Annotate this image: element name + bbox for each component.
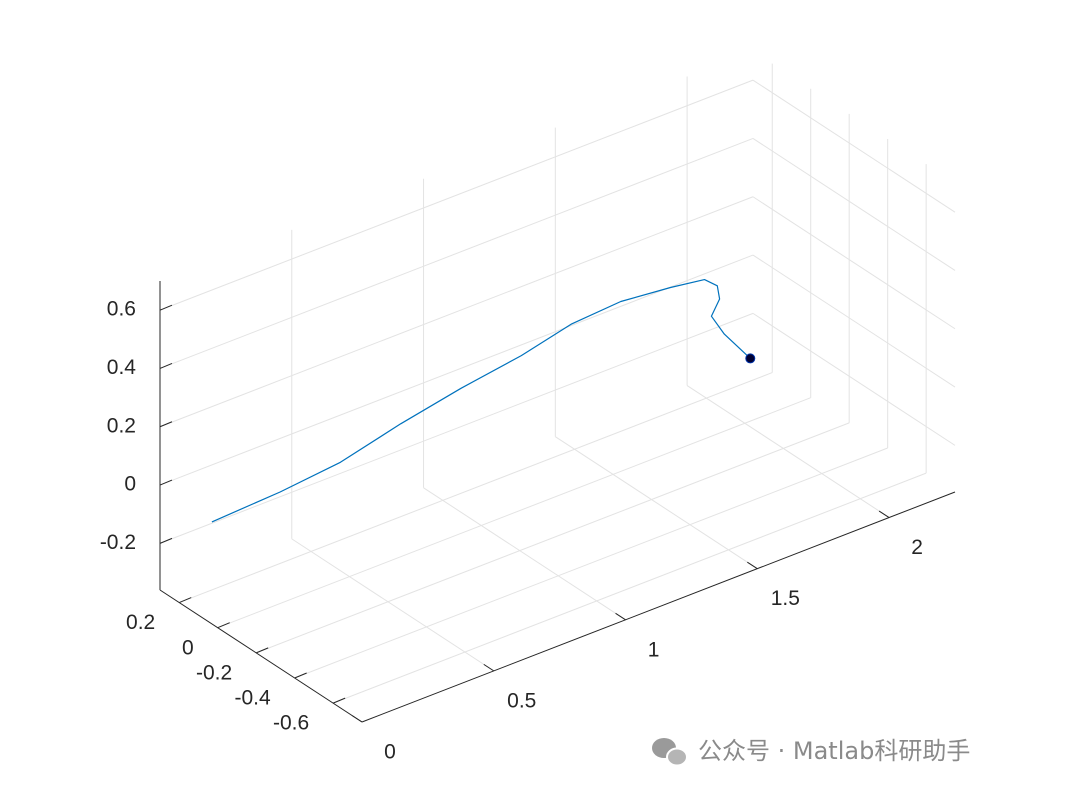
grid-line: [332, 472, 927, 704]
z-tick-label: 0: [124, 473, 136, 496]
grid-line: [752, 254, 956, 388]
trajectory: [211, 279, 751, 523]
y-tick-label: 0: [182, 636, 194, 659]
z-tick-label: 0.2: [107, 414, 136, 437]
end-marker: [745, 353, 756, 364]
x-tick: [878, 510, 890, 518]
y-axis: [159, 589, 363, 723]
y-tick: [294, 672, 307, 679]
x-tick-label: 1.5: [771, 587, 800, 610]
grid-line: [217, 397, 811, 629]
grid-line: [686, 385, 890, 518]
z-tick-label: -0.2: [100, 531, 136, 554]
y-tick-label: -0.2: [196, 661, 232, 684]
x-tick-label: 1: [648, 638, 660, 661]
watermark: 公众号 · Matlab科研助手: [698, 737, 970, 765]
x-tick-label: 2: [911, 536, 923, 559]
y-tick: [217, 622, 230, 629]
x-tick: [351, 715, 363, 723]
y-tick: [179, 597, 192, 604]
z-tick: [159, 421, 173, 428]
grid-line: [179, 372, 773, 604]
grid-line: [159, 137, 754, 369]
grid-line: [256, 422, 850, 654]
grid-line: [555, 436, 758, 570]
grid-line: [159, 254, 754, 486]
z-tick: [159, 479, 173, 486]
x-tick: [615, 612, 626, 621]
z-tick-label: 0.4: [107, 356, 137, 379]
x-axis: [361, 491, 956, 723]
z-tick-label: 0.6: [107, 298, 136, 321]
y-tick-label: -0.4: [234, 687, 271, 710]
z-tick: [159, 537, 173, 544]
y-tick: [255, 647, 269, 654]
watermark-icon: [652, 738, 688, 767]
y-tick: [332, 697, 346, 704]
grid-line: [752, 138, 956, 271]
y-tick-label: -0.6: [273, 712, 309, 735]
grid-line: [423, 487, 626, 621]
grid-line: [294, 447, 888, 679]
grid-line: [752, 79, 956, 213]
grid-line: [291, 538, 495, 672]
grid-line: [752, 196, 956, 330]
x-tick-label: 0.5: [507, 689, 536, 712]
z-tick: [159, 304, 173, 311]
x-tick: [483, 663, 495, 672]
grid-line: [159, 312, 754, 544]
y-tick-label: 0.2: [126, 611, 155, 634]
grid-line: [159, 196, 754, 428]
grid-line: [159, 79, 754, 311]
z-tick: [159, 362, 173, 369]
x-tick-label: 0: [384, 741, 396, 764]
grid-line: [752, 312, 956, 446]
x-tick: [747, 561, 758, 570]
